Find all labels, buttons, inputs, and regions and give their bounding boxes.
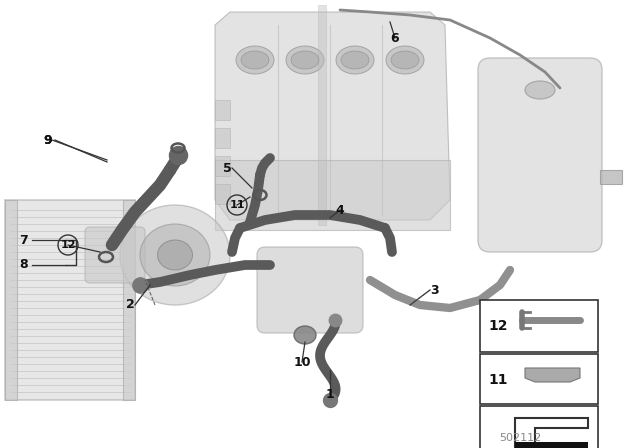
Text: 6: 6 [390, 31, 399, 44]
Ellipse shape [241, 51, 269, 69]
Bar [215, 100, 230, 120]
Ellipse shape [294, 326, 316, 344]
Text: 9: 9 [44, 134, 52, 146]
Bar [123, 200, 135, 400]
Polygon shape [525, 368, 580, 382]
Text: 4: 4 [335, 203, 344, 216]
Text: 9: 9 [44, 134, 52, 146]
Text: 12: 12 [488, 319, 508, 333]
Text: 2: 2 [126, 298, 135, 311]
Ellipse shape [236, 46, 274, 74]
Bar [600, 170, 622, 184]
FancyBboxPatch shape [478, 58, 602, 252]
Bar [215, 156, 230, 176]
Bar [480, 354, 598, 404]
Text: 1: 1 [326, 388, 334, 401]
Bar [215, 128, 230, 148]
Text: 11: 11 [229, 200, 244, 210]
Ellipse shape [291, 51, 319, 69]
Ellipse shape [391, 51, 419, 69]
FancyBboxPatch shape [257, 247, 363, 333]
Bar [215, 184, 230, 204]
Text: 10: 10 [293, 356, 311, 369]
Polygon shape [215, 12, 450, 220]
Text: 11: 11 [488, 373, 508, 387]
Bar [5, 200, 17, 400]
Ellipse shape [286, 46, 324, 74]
Ellipse shape [157, 240, 193, 270]
Ellipse shape [386, 46, 424, 74]
Ellipse shape [341, 51, 369, 69]
Text: 8: 8 [19, 258, 28, 271]
Bar [5, 200, 135, 400]
Bar [480, 300, 598, 352]
Bar [515, 442, 588, 448]
Bar [318, 5, 326, 225]
Ellipse shape [525, 81, 555, 99]
Ellipse shape [140, 224, 210, 286]
FancyBboxPatch shape [85, 227, 145, 283]
Ellipse shape [336, 46, 374, 74]
Ellipse shape [120, 205, 230, 305]
Text: 12: 12 [60, 240, 76, 250]
Text: 7: 7 [19, 233, 28, 246]
Text: 3: 3 [430, 284, 438, 297]
Text: 5: 5 [223, 161, 232, 175]
Bar [215, 160, 450, 230]
Text: 502112: 502112 [499, 433, 541, 443]
Bar [480, 406, 598, 448]
